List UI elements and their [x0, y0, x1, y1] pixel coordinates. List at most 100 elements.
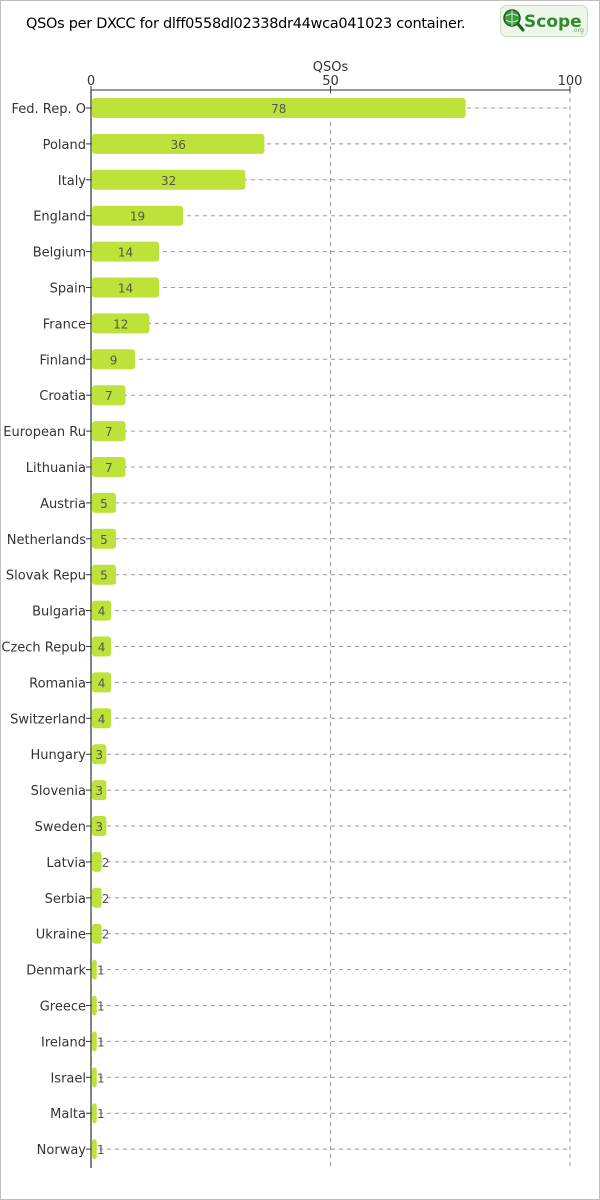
bar-value-label: 32	[161, 174, 176, 188]
bar-value-label: 9	[110, 353, 118, 367]
axis-layer	[86, 86, 571, 1168]
x-tick-label: 100	[558, 74, 583, 89]
bar-layer	[92, 98, 466, 1160]
category-label: England	[33, 210, 86, 225]
grid-layer	[91, 90, 571, 1168]
bar	[92, 421, 126, 442]
category-label: European Ru	[3, 425, 86, 440]
bar	[92, 241, 160, 262]
bar	[92, 1139, 97, 1160]
bar-value-label: 12	[113, 317, 128, 331]
bar-value-label: 3	[95, 784, 103, 798]
bar-value-label: 7	[105, 461, 113, 475]
logo-text: Scope	[524, 12, 582, 32]
bar-value-label: 4	[98, 605, 106, 619]
bar-value-label: 7	[105, 425, 113, 439]
category-label: France	[43, 317, 86, 332]
chart-title: QSOs per DXCC for dlff0558dl02338dr44wca…	[26, 16, 466, 32]
bar	[92, 313, 150, 334]
bar	[92, 851, 102, 872]
bar-value-label: 4	[98, 676, 106, 690]
category-label: Finland	[40, 353, 86, 368]
category-label: Latvia	[46, 856, 86, 871]
bar	[92, 169, 246, 190]
bar	[92, 780, 107, 801]
bar-value-label: 1	[97, 1143, 105, 1157]
bar-value-label: 19	[130, 210, 145, 224]
bar	[92, 672, 112, 693]
category-label: Slovenia	[31, 784, 86, 799]
category-label: Austria	[40, 497, 86, 512]
bar	[92, 959, 97, 980]
bar-value-label: 4	[98, 712, 106, 726]
bar-value-label: 1	[97, 1000, 105, 1014]
bar	[92, 98, 466, 118]
category-label: Spain	[50, 282, 86, 297]
bar	[92, 923, 102, 944]
bar-value-label: 1	[97, 1107, 105, 1121]
category-label: Hungary	[30, 748, 86, 763]
bar-value-label: 78	[271, 102, 286, 116]
magnifier-globe-icon	[503, 9, 525, 32]
bar	[92, 1031, 97, 1052]
category-label: Poland	[43, 138, 86, 153]
x-axis-label: QSOs	[313, 60, 349, 75]
bar-value-label: 5	[100, 569, 108, 583]
bar	[92, 1103, 97, 1124]
bar-value-label: 5	[100, 533, 108, 547]
category-label: Croatia	[39, 389, 86, 404]
bar	[92, 205, 184, 226]
category-label: Slovak Repu	[6, 569, 86, 584]
bar	[92, 564, 116, 585]
category-label: Ireland	[41, 1035, 86, 1050]
bar-value-label: 3	[95, 748, 103, 762]
category-label: Serbia	[45, 892, 86, 907]
category-label: Netherlands	[7, 533, 86, 548]
bar-value-label: 7	[105, 389, 113, 403]
x-tick-label: 0	[87, 74, 95, 89]
bar	[92, 744, 107, 765]
bar-value-label: 14	[118, 282, 133, 296]
category-label: Belgium	[33, 246, 86, 261]
bar-value-label: 2	[102, 928, 110, 942]
category-label: Israel	[50, 1071, 86, 1086]
bar	[92, 528, 116, 549]
bar-value-label: 4	[98, 641, 106, 655]
bar-value-label: 1	[97, 1035, 105, 1049]
bar	[92, 887, 102, 908]
bar-value-label: 2	[102, 856, 110, 870]
category-label: Fed. Rep. O	[12, 102, 86, 117]
category-label: Switzerland	[10, 712, 86, 727]
category-label: Norway	[37, 1143, 87, 1158]
category-label: Bulgaria	[32, 605, 86, 620]
bar-value-label: 1	[97, 964, 105, 978]
bar	[92, 492, 116, 513]
category-label: Greece	[40, 1000, 86, 1015]
bar	[92, 636, 112, 657]
category-label: Romania	[29, 676, 86, 691]
category-label: Ukraine	[36, 928, 86, 943]
bar-value-label: 1	[97, 1071, 105, 1085]
category-label: Sweden	[35, 820, 86, 835]
bar-value-label: 2	[102, 892, 110, 906]
category-label: Denmark	[26, 964, 86, 979]
bar	[92, 995, 97, 1016]
x-tick-label: 50	[322, 74, 339, 89]
bar-value-label: 14	[118, 246, 133, 260]
bar	[92, 277, 160, 298]
bar-value-label: 3	[95, 820, 103, 834]
category-label: Malta	[50, 1107, 86, 1122]
bar	[92, 457, 126, 477]
bar	[92, 600, 112, 621]
logo: Scope .org	[500, 5, 588, 37]
bar	[92, 349, 136, 370]
bar	[92, 1067, 97, 1088]
bar	[92, 708, 112, 729]
category-label: Czech Repub	[1, 641, 86, 656]
bar	[92, 133, 265, 154]
bar	[92, 816, 107, 836]
bar-value-label: 5	[100, 497, 108, 511]
